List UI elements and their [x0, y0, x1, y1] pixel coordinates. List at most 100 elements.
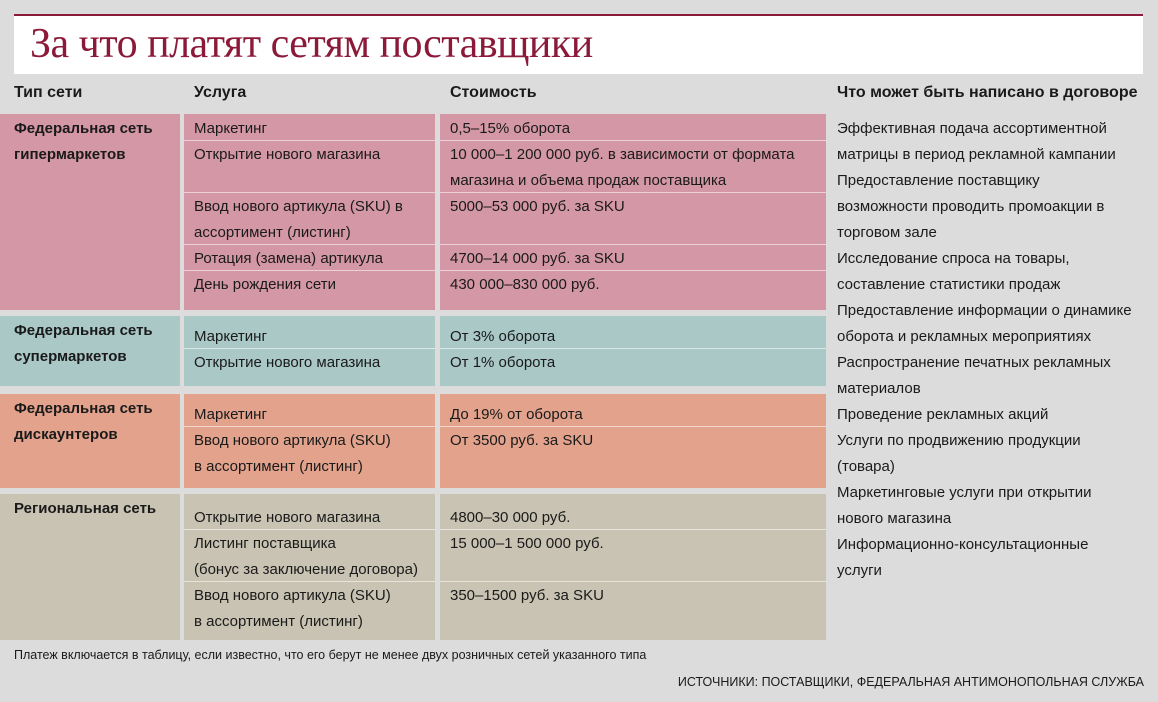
network-type-line: Федеральная сеть: [14, 400, 153, 417]
service-text: Ввод нового артикула (SKU) в: [194, 198, 403, 215]
contract-item-line: материалов: [837, 380, 921, 397]
contract-item: Эффективная подача ассортиментной матрицы…: [837, 116, 1147, 168]
network-type-line: Федеральная сеть: [14, 322, 153, 339]
header-network-type: Тип сети: [14, 84, 83, 101]
contract-item-line: торговом зале: [837, 224, 937, 241]
network-type-line: дискаунтеров: [14, 426, 118, 443]
contract-item-line: (товара): [837, 458, 895, 475]
contract-item-line: Проведение рекламных акций: [837, 406, 1049, 423]
cost-text: От 1% оборота: [450, 354, 556, 371]
contract-item: Проведение рекламных акций: [837, 402, 1147, 428]
service-text: Ротация (замена) артикула: [194, 250, 383, 267]
contract-item-line: Информационно-консультационные: [837, 536, 1089, 553]
contract-item: Маркетинговые услуги при открытии нового …: [837, 480, 1147, 532]
cost-text: 0,5–15% оборота: [450, 120, 571, 137]
row-divider: [184, 581, 435, 582]
cost-text: От 3% оборота: [450, 328, 556, 345]
group-cost-cell: [440, 114, 826, 310]
group-name-cell: [0, 316, 180, 386]
contract-item: Услуги по продвижению продукции (товара): [837, 428, 1147, 480]
service-text: ассортимент (листинг): [194, 224, 351, 241]
cost-text: 430 000–830 000 руб.: [450, 276, 600, 293]
contract-item-line: Маркетинговые услуги при открытии: [837, 484, 1092, 501]
contract-item: Предоставление поставщику возможности про…: [837, 168, 1147, 246]
row-divider: [184, 270, 435, 271]
network-type-label: Федеральная сеть дискаунтеров: [14, 396, 179, 448]
contract-item-line: матрицы в период рекламной кампании: [837, 146, 1116, 163]
contract-item-line: Услуги по продвижению продукции: [837, 432, 1081, 449]
contract-item: Предоставление информации о динамике обор…: [837, 298, 1147, 350]
row-divider: [184, 192, 435, 193]
row-divider: [440, 581, 826, 582]
network-type-line: супермаркетов: [14, 348, 127, 365]
network-type-line: Федеральная сеть: [14, 120, 153, 137]
service-text: в ассортимент (листинг): [194, 613, 363, 630]
contract-item-line: составление статистики продаж: [837, 276, 1061, 293]
service-text: Листинг поставщика: [194, 535, 336, 552]
contract-item-line: Эффективная подача ассортиментной: [837, 120, 1107, 137]
cost-text: До 19% от оборота: [450, 406, 583, 423]
header-cost: Стоимость: [450, 84, 537, 101]
cost-text: 15 000–1 500 000 руб.: [450, 535, 604, 552]
group-cost-cell: [440, 494, 826, 640]
group-service-cell: [184, 494, 435, 640]
contract-item-line: оборота и рекламных мероприятиях: [837, 328, 1092, 345]
service-text: Маркетинг: [194, 120, 267, 137]
contract-item-line: Предоставление информации о динамике: [837, 302, 1132, 319]
network-type-label: Региональная сеть: [14, 496, 179, 522]
service-text: (бонус за заключение договора): [194, 561, 418, 578]
service-text: в ассортимент (листинг): [194, 458, 363, 475]
footnote: Платеж включается в таблицу, если извест…: [14, 648, 647, 662]
network-type-line: гипермаркетов: [14, 146, 126, 163]
header-service: Услуга: [194, 84, 247, 101]
group-name-cell: [0, 114, 180, 310]
network-type-label: Федеральная сеть супермаркетов: [14, 318, 179, 370]
group-cost-cell: [440, 316, 826, 386]
row-divider: [440, 529, 826, 530]
cost-text: 4800–30 000 руб.: [450, 509, 571, 526]
cost-text: магазина и объема продаж поставщика: [450, 172, 727, 189]
contract-item: Распространение печатных рекламных матери…: [837, 350, 1147, 402]
cost-text: 10 000–1 200 000 руб. в зависимости от ф…: [450, 146, 795, 163]
row-divider: [184, 140, 435, 141]
service-text: Открытие нового магазина: [194, 146, 381, 163]
source-credit: ИСТОЧНИКИ: ПОСТАВЩИКИ, ФЕДЕРАЛЬНАЯ АНТИМ…: [677, 675, 1144, 689]
group-service-cell: [184, 114, 435, 310]
row-divider: [184, 244, 435, 245]
row-divider: [184, 529, 435, 530]
row-divider: [440, 244, 826, 245]
contract-item-line: возможности проводить промоакции в: [837, 198, 1105, 215]
group-cost-cell: [440, 394, 826, 488]
network-type-label: Федеральная сеть гипермаркетов: [14, 116, 179, 168]
contract-item: Исследование спроса на товары, составлени…: [837, 246, 1147, 298]
service-text: День рождения сети: [194, 276, 336, 293]
contract-item-line: услуги: [837, 562, 882, 579]
cost-text: 350–1500 руб. за SKU: [450, 587, 604, 604]
row-divider: [440, 426, 826, 427]
group-service-cell: [184, 394, 435, 488]
page-title: За что платят сетям поставщики: [30, 21, 593, 67]
contract-item-line: Предоставление поставщику: [837, 172, 1040, 189]
service-text: Маркетинг: [194, 328, 267, 345]
service-text: Ввод нового артикула (SKU): [194, 432, 391, 449]
cost-text: 4700–14 000 руб. за SKU: [450, 250, 625, 267]
group-name-cell: [0, 494, 180, 640]
row-divider: [184, 426, 435, 427]
row-divider: [440, 348, 826, 349]
title-panel: За что платят сетям поставщики: [14, 14, 1143, 74]
contract-item: Информационно-консультационные услуги: [837, 532, 1147, 584]
service-text: Открытие нового магазина: [194, 354, 381, 371]
contract-item-line: Исследование спроса на товары,: [837, 250, 1070, 267]
service-text: Открытие нового магазина: [194, 509, 381, 526]
contract-item-line: Распространение печатных рекламных: [837, 354, 1111, 371]
header-contract: Что может быть написано в договоре: [837, 84, 1138, 101]
group-name-cell: [0, 394, 180, 488]
service-text: Ввод нового артикула (SKU): [194, 587, 391, 604]
cost-text: 5000–53 000 руб. за SKU: [450, 198, 625, 215]
group-service-cell: [184, 316, 435, 386]
service-text: Маркетинг: [194, 406, 267, 423]
row-divider: [440, 270, 826, 271]
contract-list: Эффективная подача ассортиментной матрицы…: [837, 116, 1147, 584]
row-divider: [440, 140, 826, 141]
cost-text: От 3500 руб. за SKU: [450, 432, 594, 449]
